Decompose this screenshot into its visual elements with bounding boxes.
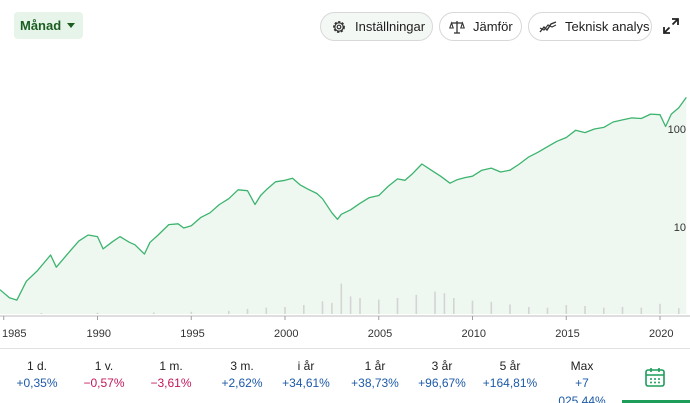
technical-analysis-button-label: Teknisk analys — [565, 19, 650, 34]
return-period-label: Max — [570, 359, 594, 373]
volume-bar — [453, 298, 455, 314]
volume-bar — [321, 301, 324, 314]
x-tick-label: 1985 — [2, 328, 26, 340]
volume-bar — [603, 307, 605, 314]
return-cell[interactable]: Max +7 025,44% — [552, 359, 612, 403]
volume-bar — [490, 301, 493, 314]
volume-bar — [246, 308, 249, 314]
volume-bar — [640, 307, 643, 314]
return-period-label: 1 år — [364, 359, 386, 373]
calendar-active-indicator — [622, 400, 690, 403]
x-tick-label: 2010 — [462, 328, 486, 340]
gear-icon — [333, 20, 345, 33]
return-period-label: 5 år — [499, 359, 521, 373]
x-tick-label: 2015 — [555, 328, 579, 340]
return-period-label: 3 m. — [230, 359, 254, 373]
settings-button[interactable]: Inställningar — [320, 12, 433, 41]
volume-bar — [340, 283, 343, 314]
return-period-label: 1 d. — [26, 359, 47, 373]
x-tick-label: 1990 — [87, 328, 111, 340]
volume-bar — [396, 298, 399, 314]
chart-toolbar: Månad Inställningar Jämför Teknisk analy… — [0, 0, 690, 50]
volume-bar — [659, 303, 661, 314]
return-cell[interactable]: 1 d. +0,35% — [7, 359, 67, 392]
volume-bar — [153, 312, 155, 314]
return-value: +0,35% — [16, 376, 58, 390]
settings-button-label: Inställningar — [355, 19, 426, 34]
y-tick-label: 100 — [668, 124, 686, 136]
scales-icon — [449, 20, 465, 34]
return-cell[interactable]: 3 m. +2,62% — [212, 359, 272, 392]
returns-bar: 1 d. +0,35% 1 v. −0,57% 1 m. −3,61% 3 m. +2,62%… — [0, 348, 690, 403]
volume-bar — [621, 307, 624, 314]
volume-bar — [443, 293, 446, 314]
return-cell[interactable]: 1 m. −3,61% — [141, 359, 201, 392]
calendar-button[interactable] — [620, 349, 690, 403]
return-period-label: 3 år — [431, 359, 453, 373]
volume-bar — [96, 312, 99, 314]
calendar-icon — [645, 367, 665, 387]
volume-bar — [584, 306, 586, 314]
volume-bar — [40, 313, 43, 314]
chevron-down-icon — [67, 23, 76, 28]
return-cell[interactable]: 1 v. −0,57% — [74, 359, 134, 392]
price-area-fill — [0, 97, 687, 315]
return-value: −0,57% — [83, 376, 125, 390]
x-tick-label: 2000 — [274, 328, 298, 340]
volume-bar — [331, 302, 333, 314]
volume-bar — [378, 299, 380, 314]
return-value: +96,67% — [418, 376, 466, 390]
trend-line-icon — [539, 20, 557, 32]
x-tick-label: 2020 — [649, 328, 673, 340]
price-chart[interactable]: 10 100 1985 1990 1995 2000 2005 2010 2015 2020 — [0, 50, 690, 346]
volume-bar — [509, 304, 511, 314]
return-cell[interactable]: i år +34,61% — [276, 359, 336, 392]
price-chart-svg[interactable]: 10 100 1985 1990 1995 2000 2005 2010 2015 2020 — [0, 50, 690, 346]
return-value: +38,73% — [351, 376, 399, 390]
price-line — [0, 97, 687, 301]
period-select-label: Månad — [20, 18, 62, 33]
return-value: +34,61% — [282, 376, 330, 390]
volume-bar — [415, 294, 418, 314]
return-value: −3,61% — [150, 376, 192, 390]
volume-bar — [565, 305, 568, 314]
return-value: +164,81% — [482, 376, 538, 390]
return-value: +7 025,44% — [558, 376, 606, 403]
volume-bar — [528, 307, 530, 314]
x-tick-label: 1995 — [180, 328, 204, 340]
return-period-label: i år — [297, 359, 315, 373]
volume-bar — [284, 307, 286, 314]
volume-bar — [349, 296, 352, 314]
return-period-label: 1 m. — [159, 359, 183, 373]
expand-icon[interactable] — [662, 17, 680, 35]
return-value: +2,62% — [221, 376, 263, 390]
return-cell[interactable]: 3 år +96,67% — [412, 359, 472, 392]
technical-analysis-button[interactable]: Teknisk analys — [528, 12, 652, 41]
return-cell[interactable]: 1 år +38,73% — [345, 359, 405, 392]
volume-bar — [471, 300, 474, 314]
volume-bar — [678, 308, 680, 314]
compare-button[interactable]: Jämför — [439, 12, 522, 41]
volume-bar — [265, 307, 268, 314]
x-tick-label: 2005 — [368, 328, 392, 340]
y-tick-label: 10 — [674, 222, 686, 234]
compare-button-label: Jämför — [473, 19, 513, 34]
volume-bar — [228, 310, 230, 314]
volume-bar — [434, 291, 436, 314]
volume-bar — [303, 305, 305, 314]
return-cell[interactable]: 5 år +164,81% — [480, 359, 540, 392]
period-select[interactable]: Månad — [14, 12, 84, 39]
volume-bar — [359, 298, 361, 314]
volume-bar — [546, 307, 549, 314]
volume-bar — [190, 311, 193, 314]
return-period-label: 1 v. — [94, 359, 114, 373]
